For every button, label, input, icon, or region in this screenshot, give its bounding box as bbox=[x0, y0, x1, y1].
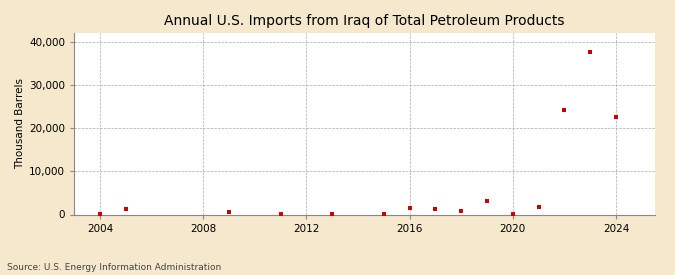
Point bbox=[533, 205, 544, 209]
Point bbox=[456, 208, 466, 213]
Point bbox=[327, 212, 338, 216]
Title: Annual U.S. Imports from Iraq of Total Petroleum Products: Annual U.S. Imports from Iraq of Total P… bbox=[164, 14, 565, 28]
Point bbox=[120, 207, 131, 211]
Point bbox=[95, 212, 105, 216]
Point bbox=[379, 212, 389, 216]
Point bbox=[404, 206, 415, 211]
Y-axis label: Thousand Barrels: Thousand Barrels bbox=[15, 78, 25, 169]
Point bbox=[585, 50, 595, 55]
Point bbox=[508, 212, 518, 216]
Point bbox=[275, 211, 286, 216]
Text: Source: U.S. Energy Information Administration: Source: U.S. Energy Information Administ… bbox=[7, 263, 221, 272]
Point bbox=[482, 199, 493, 203]
Point bbox=[430, 207, 441, 211]
Point bbox=[223, 210, 234, 214]
Point bbox=[559, 108, 570, 112]
Point bbox=[611, 115, 622, 119]
